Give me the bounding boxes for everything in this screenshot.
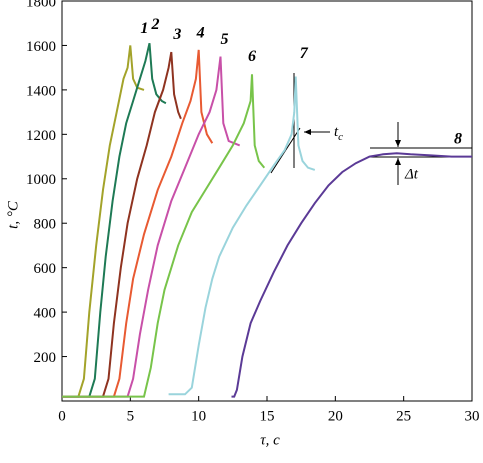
y-tick-label: 400: [34, 306, 57, 322]
y-tick-label: 800: [34, 217, 57, 233]
tc-main: t: [334, 124, 339, 140]
x-tick-label: 30: [465, 408, 480, 424]
dt-label: Δt: [404, 166, 419, 182]
x-tick-label: 10: [191, 408, 206, 424]
y-tick-label: 1400: [26, 83, 56, 99]
series-line: [62, 74, 266, 398]
series-line: [231, 152, 472, 398]
y-tick-label: 200: [34, 350, 57, 366]
x-tick-label: 15: [260, 408, 275, 424]
series-line: [62, 49, 214, 398]
tc-sub: c: [338, 131, 343, 143]
series-label: 7: [300, 45, 309, 62]
series-label: 3: [172, 26, 181, 43]
tc-label: tc: [334, 124, 343, 142]
y-tick-label: 1600: [26, 39, 56, 55]
series-label: 4: [196, 25, 205, 42]
y-tick-label: 1800: [26, 0, 56, 10]
x-tick-label: 25: [396, 408, 411, 424]
series-label: 8: [454, 131, 462, 148]
y-axis-label: t, °C: [5, 200, 21, 229]
series-label: 6: [248, 48, 256, 65]
series-line: [62, 42, 167, 398]
y-tick-label: 1000: [26, 172, 56, 188]
series-label: 1: [140, 20, 148, 37]
series-line: [168, 76, 316, 396]
series-line: [62, 56, 241, 398]
x-tick-label: 5: [127, 408, 135, 424]
series-line: [62, 45, 145, 398]
y-tick-label: 1200: [26, 128, 56, 144]
series-label: 5: [221, 31, 229, 48]
x-axis-label: τ, с: [260, 432, 280, 448]
series-label: 2: [150, 16, 159, 33]
x-tick-label: 0: [58, 408, 66, 424]
series-line: [62, 51, 182, 398]
x-tick-label: 20: [328, 408, 343, 424]
y-tick-label: 600: [34, 261, 57, 277]
